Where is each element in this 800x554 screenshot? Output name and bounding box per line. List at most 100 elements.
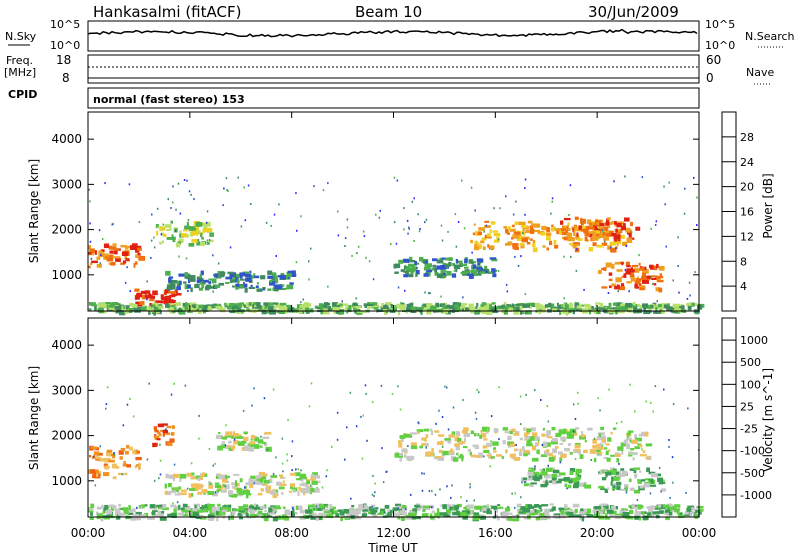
vel-cell xyxy=(146,458,149,461)
power-cell xyxy=(551,224,554,227)
vel-cell xyxy=(105,403,108,406)
vel-cell xyxy=(323,503,329,507)
vel-cell xyxy=(152,510,158,513)
power-cell xyxy=(305,310,310,314)
power-cell xyxy=(599,302,604,308)
vel-cell xyxy=(599,409,601,412)
power-cell xyxy=(490,221,496,225)
vel-cell xyxy=(191,508,199,511)
vel-cell xyxy=(406,455,414,461)
power-cell xyxy=(106,304,109,309)
noise-trace xyxy=(87,28,698,38)
vel-cell xyxy=(93,472,96,477)
power-cell xyxy=(462,296,464,299)
power-cell xyxy=(480,304,484,308)
vel-cell xyxy=(316,480,321,484)
power-cell xyxy=(650,275,652,278)
power-cell xyxy=(522,310,525,315)
vel-cell xyxy=(637,479,640,482)
vel-cell xyxy=(444,385,446,388)
vel-cell xyxy=(233,509,240,512)
power-cell xyxy=(461,303,468,306)
vel-cell xyxy=(268,507,273,513)
vel-cell xyxy=(614,506,618,510)
power-cell xyxy=(426,269,433,273)
vel-cell xyxy=(298,486,302,491)
power-cell xyxy=(200,242,205,246)
power-cell xyxy=(264,306,267,309)
vel-cell xyxy=(182,503,188,508)
power-cell xyxy=(129,290,131,293)
vel-cell xyxy=(228,490,234,496)
vel-cell xyxy=(119,456,123,460)
power-cell xyxy=(177,182,180,185)
power-cell xyxy=(166,287,172,291)
vel-cell xyxy=(598,432,605,436)
power-cell xyxy=(513,231,520,235)
power-cell xyxy=(642,279,649,284)
vel-cell xyxy=(577,402,579,405)
vel-cell xyxy=(399,408,402,411)
power-cell xyxy=(655,287,661,292)
vel-cell xyxy=(539,504,543,508)
vel-cell xyxy=(441,445,444,448)
power-cell xyxy=(260,275,266,280)
power-cell xyxy=(237,176,239,179)
vel-cell xyxy=(186,473,191,477)
vel-cell xyxy=(538,474,543,480)
vel-cell xyxy=(218,432,221,434)
vel-cell xyxy=(481,515,486,520)
power-cell xyxy=(262,287,266,291)
vel-cell xyxy=(552,480,558,485)
vel-cell xyxy=(190,508,193,512)
freq-label-line2: [MHz] xyxy=(4,66,36,79)
vel-cell xyxy=(395,503,401,507)
vel-cell xyxy=(100,516,104,522)
power-cell xyxy=(611,263,615,269)
vel-cell xyxy=(592,438,597,444)
power-cell xyxy=(190,193,192,196)
power-cell xyxy=(222,204,224,207)
vel-cell xyxy=(524,449,530,454)
vel-cell xyxy=(228,447,233,451)
power-cell xyxy=(515,200,517,203)
power-cell xyxy=(253,275,260,279)
power-cell xyxy=(115,258,121,262)
vel-cell xyxy=(626,432,631,436)
vel-cell xyxy=(610,432,613,435)
vel-cell xyxy=(126,444,130,449)
vel-cell xyxy=(498,438,500,441)
power-cell xyxy=(608,278,613,282)
vel-cell xyxy=(208,485,214,489)
vel-cell xyxy=(529,512,535,516)
vel-cell xyxy=(638,444,643,448)
power-cell xyxy=(191,230,199,236)
power-cell xyxy=(428,292,430,295)
vel-cell xyxy=(575,471,580,476)
vel-cell xyxy=(425,446,427,449)
power-cell xyxy=(179,212,182,215)
vel-cell xyxy=(604,516,611,520)
power-cell xyxy=(607,245,612,250)
vel-cell xyxy=(577,391,579,394)
vel-cell xyxy=(673,506,676,510)
vel-cell xyxy=(652,410,654,413)
vel-cell xyxy=(501,512,508,516)
power-cell xyxy=(503,310,508,315)
power-cell xyxy=(611,283,616,287)
power-cell xyxy=(554,244,559,249)
vel-cell xyxy=(310,474,314,479)
power-cell xyxy=(593,230,600,234)
vel-cell xyxy=(104,505,109,509)
vel-cell xyxy=(233,440,239,445)
vel-cell xyxy=(456,503,462,508)
power-cell xyxy=(150,295,156,299)
vel-cell xyxy=(605,474,608,478)
vel-cell xyxy=(243,431,248,434)
x-tick-label: 04:00 xyxy=(173,526,208,540)
vel-cell xyxy=(572,503,580,508)
power-cell xyxy=(367,305,372,309)
power-cell xyxy=(129,245,136,250)
power-cell xyxy=(346,310,349,314)
vel-cell xyxy=(478,391,480,394)
